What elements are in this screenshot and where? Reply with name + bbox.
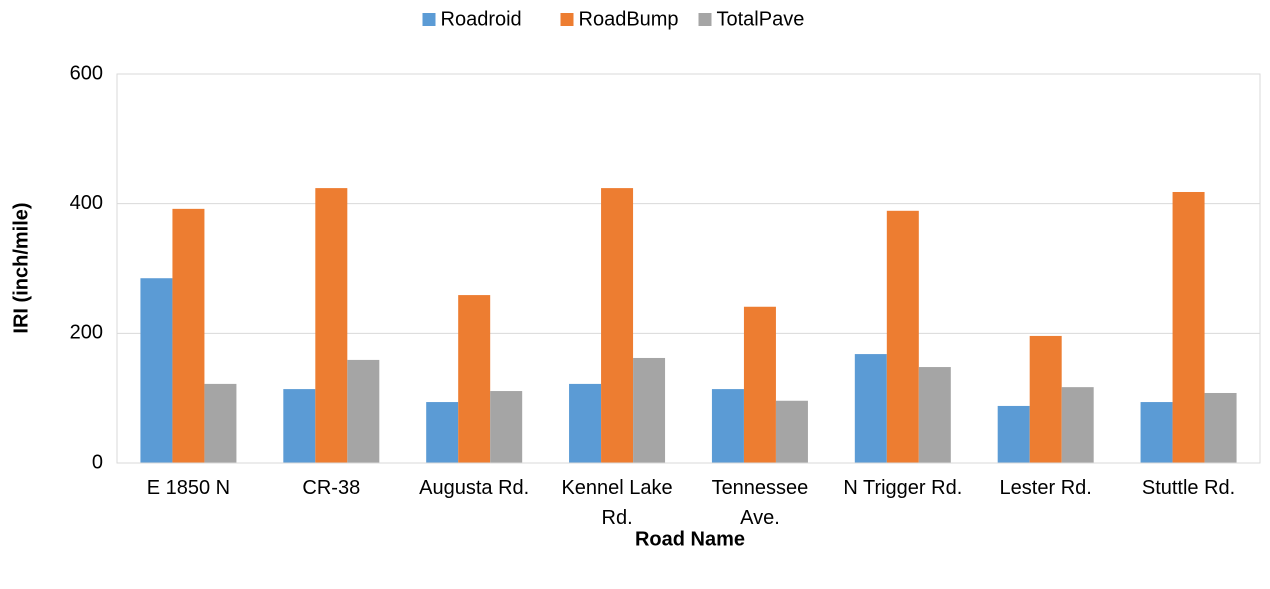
bar: [743, 306, 776, 463]
bar: [347, 359, 380, 463]
bar: [204, 383, 237, 463]
bar: [458, 295, 491, 463]
y-axis-title: IRI (inch/mile): [10, 202, 32, 333]
legend-swatch: [422, 13, 436, 26]
y-tick-label: 0: [92, 451, 103, 473]
x-tick-label: E 1850 N: [146, 477, 231, 499]
bar: [1029, 335, 1062, 463]
bar: [140, 278, 173, 463]
y-tick-label: 200: [70, 322, 103, 344]
bar: [1061, 387, 1094, 463]
bar: [886, 210, 919, 463]
x-tick-label: Stuttle Rd.: [1141, 477, 1236, 499]
bar: [633, 357, 666, 463]
y-tick-label: 600: [70, 62, 103, 84]
bar: [918, 367, 951, 463]
bar: [569, 383, 602, 463]
x-tick-label: Kennel Lake Rd.: [561, 477, 673, 529]
bar: [711, 389, 744, 463]
bar: [283, 389, 316, 463]
bar: [172, 208, 205, 463]
bar: [315, 188, 348, 463]
bar: [854, 354, 887, 463]
x-tick-label: CR-38: [302, 477, 361, 499]
x-tick-label: N Trigger Rd.: [843, 477, 963, 499]
bar: [1140, 402, 1173, 463]
x-axis-title: Road Name: [635, 528, 745, 550]
legend-swatch: [560, 13, 574, 26]
bar: [426, 402, 459, 463]
x-tick-label: Lester Rd.: [999, 477, 1092, 499]
bar: [601, 188, 634, 463]
legend-label: TotalPave: [717, 8, 805, 30]
bar: [997, 405, 1030, 463]
legend-swatch: [698, 13, 712, 26]
y-tick-label: 400: [70, 192, 103, 214]
legend-label: RoadBump: [579, 8, 679, 30]
bar: [1172, 191, 1205, 463]
bar: [1204, 392, 1237, 463]
bar: [775, 400, 808, 463]
legend-label: Roadroid: [441, 8, 522, 30]
bar: [490, 391, 523, 463]
x-tick-label: Augusta Rd.: [419, 477, 530, 499]
x-tick-label: Tennessee Ave.: [711, 477, 809, 529]
